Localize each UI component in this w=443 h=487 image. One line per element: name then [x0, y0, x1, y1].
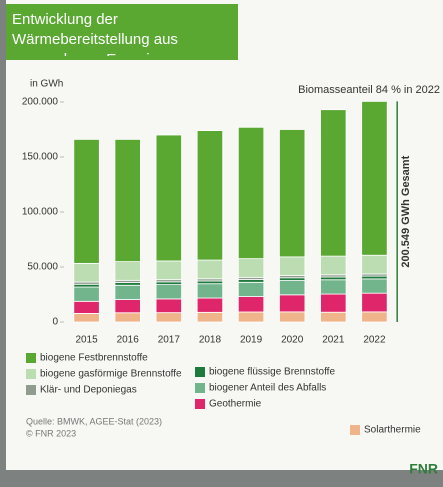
bar-segment	[156, 299, 181, 313]
legend-swatch	[195, 383, 205, 393]
legend-label: Solarthermie	[364, 425, 421, 436]
x-tick-label: 2016	[117, 335, 140, 346]
bar-segment	[321, 110, 346, 256]
bar-segment	[74, 301, 99, 313]
bar-segment	[156, 135, 181, 261]
bar-segment	[74, 263, 99, 282]
bar-segment	[74, 284, 99, 287]
legend-swatch	[26, 353, 36, 363]
y-tick-label: 100.000	[22, 207, 59, 218]
bar-segment	[197, 284, 222, 298]
bar-segment	[362, 312, 387, 322]
bar-segment	[156, 261, 181, 280]
bar-segment	[362, 255, 387, 274]
bar-segment	[156, 313, 181, 322]
legend-swatch	[26, 369, 36, 379]
source: Quelle: BMWK, AGEE-Stat (2023)	[26, 416, 162, 426]
legend-swatch	[26, 385, 36, 395]
bar-segment	[74, 139, 99, 263]
legend-swatch	[195, 367, 205, 377]
bar-segment	[321, 312, 346, 322]
bar-segment	[362, 293, 387, 312]
bar-segment	[115, 139, 140, 261]
y-axis-label: in GWh	[30, 79, 63, 90]
legend-label: biogene flüssige Brennstoffe	[209, 367, 335, 378]
bar-segment	[238, 312, 263, 322]
copyright: © FNR 2023	[26, 428, 76, 438]
legend-swatch	[195, 399, 205, 409]
bar-segment	[197, 281, 222, 284]
total-label: 200.549 GWh Gesamt	[400, 155, 412, 267]
bar-segment	[362, 279, 387, 293]
legend-label: Klär- und Deponiegas	[40, 385, 137, 396]
bar-segment	[321, 280, 346, 294]
bar-segment	[362, 276, 387, 279]
y-tick-label: 50.000	[27, 262, 58, 273]
x-tick-label: 2015	[75, 335, 98, 346]
bar-segment	[238, 259, 263, 278]
x-tick-label: 2017	[158, 335, 181, 346]
bar-segment	[115, 283, 140, 286]
chart-title: Entwicklung der Wärmebereitstellung aus …	[12, 10, 236, 56]
bar-segment	[362, 101, 387, 255]
bar-segment	[279, 281, 304, 295]
bar-segment	[321, 294, 346, 312]
x-tick-label: 2020	[281, 335, 304, 346]
title-box: Entwicklung der Wärmebereitstellung aus …	[12, 10, 236, 56]
annotation: Biomasseanteil 84 % in 2022	[298, 84, 440, 96]
bar-segment	[197, 312, 222, 322]
x-tick-label: 2021	[322, 335, 345, 346]
bar-segment	[279, 312, 304, 322]
bar-segment	[279, 278, 304, 281]
bar-segment	[197, 298, 222, 312]
bar-segment	[279, 130, 304, 257]
bar-segment	[115, 313, 140, 322]
legend-label: biogener Anteil des Abfalls	[209, 383, 326, 394]
bar-segment	[321, 256, 346, 275]
y-tick-label: 200.000	[22, 97, 59, 108]
y-tick-label: 0	[52, 317, 58, 328]
bar-segment	[115, 300, 140, 313]
bar-segment	[197, 260, 222, 279]
x-tick-label: 2018	[199, 335, 222, 346]
bar-segment	[238, 297, 263, 312]
legend-label: Geothermie	[209, 399, 262, 410]
bar-segment	[74, 287, 99, 301]
bar-segment	[238, 282, 263, 296]
x-tick-label: 2019	[240, 335, 263, 346]
legend-label: biogene Festbrennstoffe	[40, 353, 148, 364]
bar-segment	[321, 277, 346, 280]
bar-segment	[279, 257, 304, 276]
bar-segment	[156, 282, 181, 285]
bar-segment	[197, 131, 222, 260]
bar-segment	[115, 262, 140, 281]
y-tick-label: 150.000	[22, 152, 59, 163]
bar-segment	[115, 285, 140, 299]
legend-swatch	[350, 425, 360, 435]
bar-segment	[74, 313, 99, 322]
logo: FNR	[409, 461, 438, 477]
chart: Entwicklung der Wärmebereitstellung aus …	[0, 0, 443, 487]
bar-segment	[238, 280, 263, 283]
bar-segment	[238, 127, 263, 258]
bar-segment	[279, 295, 304, 312]
x-tick-label: 2022	[363, 335, 386, 346]
legend-label: biogene gasförmige Brennstoffe	[40, 369, 182, 380]
bar-segment	[156, 285, 181, 299]
